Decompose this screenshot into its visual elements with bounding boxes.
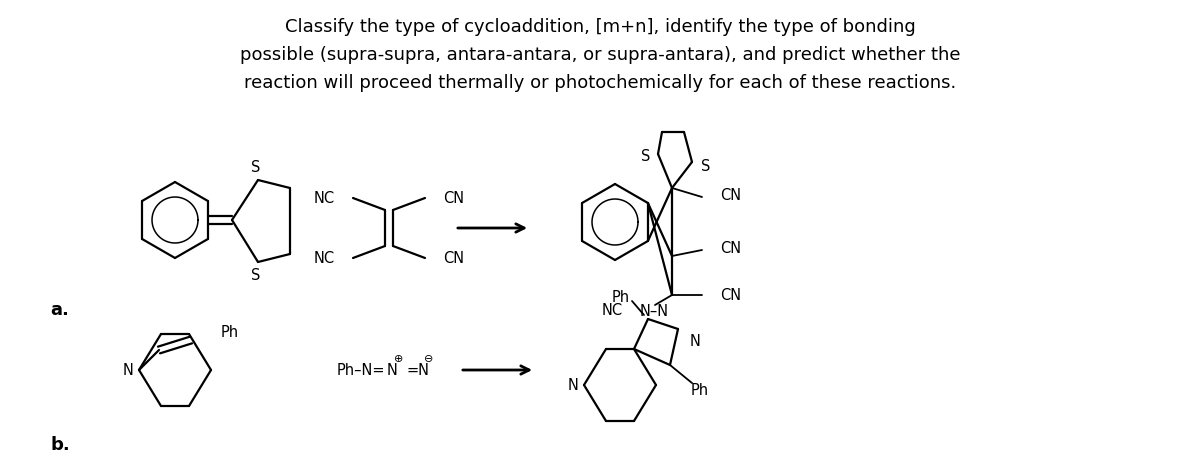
Text: S: S: [251, 267, 260, 283]
Text: Ph: Ph: [612, 290, 630, 305]
Text: NC: NC: [602, 303, 623, 318]
Text: ⊕: ⊕: [395, 354, 403, 364]
Text: CN: CN: [720, 240, 742, 255]
Text: possible (supra-supra, antara-antara, or supra-antara), and predict whether the: possible (supra-supra, antara-antara, or…: [240, 46, 960, 64]
Text: N: N: [122, 363, 133, 378]
Text: NC: NC: [314, 251, 335, 266]
Text: Ph: Ph: [221, 325, 239, 339]
Text: N: N: [386, 363, 398, 378]
Text: CN: CN: [720, 187, 742, 202]
Text: N–N: N–N: [640, 304, 670, 319]
Text: Ph: Ph: [691, 383, 709, 398]
Text: =N: =N: [407, 363, 430, 378]
Text: CN: CN: [443, 191, 464, 206]
Text: S: S: [701, 159, 710, 173]
Text: N: N: [568, 378, 578, 392]
Text: b.: b.: [50, 436, 70, 454]
Text: NC: NC: [314, 191, 335, 206]
Text: CN: CN: [443, 251, 464, 266]
Text: CN: CN: [720, 287, 742, 303]
Text: a.: a.: [50, 301, 68, 319]
Text: reaction will proceed thermally or photochemically for each of these reactions.: reaction will proceed thermally or photo…: [244, 74, 956, 92]
Text: N: N: [690, 333, 701, 348]
Text: ⊖: ⊖: [425, 354, 433, 364]
Text: Classify the type of cycloaddition, [m+n], identify the type of bonding: Classify the type of cycloaddition, [m+n…: [284, 18, 916, 36]
Text: S: S: [641, 148, 650, 164]
Text: S: S: [251, 159, 260, 174]
Text: Ph–N=: Ph–N=: [336, 363, 385, 378]
